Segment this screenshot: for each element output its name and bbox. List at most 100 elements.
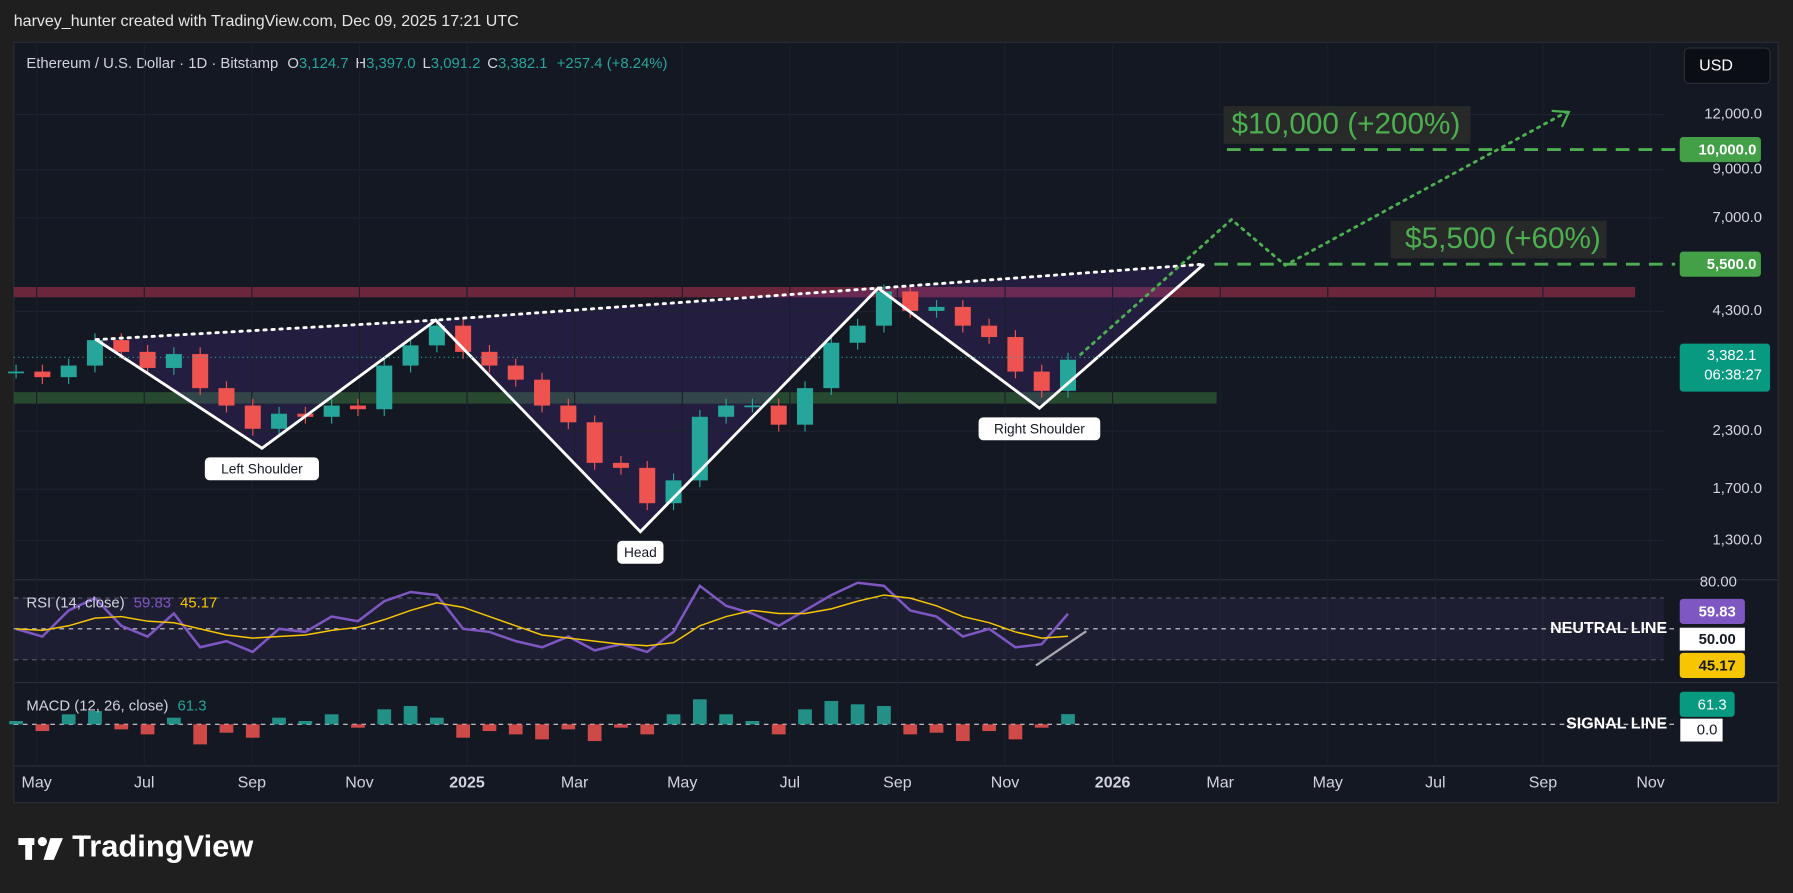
macd-bar bbox=[35, 724, 50, 732]
macd-value: 61.3 bbox=[178, 699, 207, 715]
candle bbox=[244, 405, 261, 429]
macd-bar bbox=[1034, 724, 1049, 728]
change: +257.4 (+8.24%) bbox=[557, 56, 668, 72]
candle bbox=[560, 405, 577, 423]
x-tick-label: Nov bbox=[1636, 774, 1664, 791]
last-price-label: 3,382.1 bbox=[1707, 348, 1757, 364]
annotation-box bbox=[204, 457, 319, 481]
candle bbox=[323, 405, 340, 417]
macd-bar bbox=[167, 717, 181, 725]
macd-bar bbox=[824, 700, 839, 725]
x-tick-label: May bbox=[1313, 774, 1343, 791]
rsi-line bbox=[15, 581, 1069, 654]
x-tick-label: Jul bbox=[780, 774, 800, 791]
neutral-tag-label: 50.00 bbox=[1699, 632, 1736, 648]
macd-bar bbox=[114, 724, 129, 730]
macd-bar bbox=[219, 724, 234, 733]
neutral-text: NEUTRAL LINE bbox=[1550, 620, 1667, 637]
x-tick-label: 2026 bbox=[1095, 774, 1131, 791]
rsi-value: 45.17 bbox=[180, 596, 217, 612]
rsi-title: RSI (14, close) bbox=[26, 596, 124, 612]
x-tick-label: Jul bbox=[134, 774, 154, 791]
macd-bar bbox=[193, 724, 208, 745]
x-tick-label: Sep bbox=[883, 774, 912, 791]
price-tag-label: 10,000.0 bbox=[1698, 143, 1756, 159]
macd-bar bbox=[9, 721, 23, 725]
candle bbox=[823, 342, 840, 389]
annotation: Left Shoulder bbox=[221, 462, 303, 477]
macd-bar bbox=[508, 724, 523, 735]
macd-bar bbox=[429, 717, 444, 725]
macd-bar bbox=[403, 705, 418, 725]
currency-button[interactable] bbox=[1683, 47, 1771, 85]
macd-bar bbox=[272, 717, 286, 725]
macd-bar bbox=[1061, 714, 1075, 725]
candle bbox=[639, 467, 656, 504]
candle bbox=[928, 306, 945, 311]
candle bbox=[218, 388, 235, 406]
currency-label[interactable]: USD bbox=[1699, 58, 1733, 75]
macd-bar bbox=[140, 724, 155, 735]
x-tick-label: 2025 bbox=[449, 774, 485, 791]
candle bbox=[902, 291, 919, 311]
candle bbox=[744, 405, 761, 408]
rsi-tag bbox=[1679, 652, 1745, 679]
candle bbox=[507, 365, 524, 380]
macd-bar bbox=[377, 709, 392, 725]
ohlc-key: O bbox=[287, 56, 299, 72]
signal-text: SIGNAL LINE bbox=[1566, 716, 1667, 733]
macd-bar bbox=[745, 721, 760, 725]
candle bbox=[1033, 371, 1050, 391]
ohlc-key: H bbox=[355, 56, 366, 72]
macd-bar bbox=[877, 705, 891, 725]
rsi-trendline bbox=[1035, 630, 1087, 667]
annotation: Head bbox=[624, 545, 657, 560]
candle bbox=[770, 405, 787, 425]
candle bbox=[1060, 359, 1077, 391]
x-tick-label: Nov bbox=[991, 774, 1019, 791]
macd-title: MACD (12, 26, close) bbox=[26, 699, 168, 715]
candle bbox=[1007, 337, 1024, 372]
candle bbox=[8, 371, 25, 374]
macd-legend: MACD (12, 26, close) 61.3 bbox=[26, 699, 206, 715]
candle bbox=[428, 325, 445, 346]
macd-bar bbox=[614, 724, 628, 728]
candle bbox=[875, 291, 892, 326]
x-tick-label: Jul bbox=[1425, 774, 1445, 791]
brand: TradingView bbox=[72, 829, 254, 864]
candle bbox=[271, 413, 288, 429]
candle bbox=[34, 371, 51, 378]
candle bbox=[165, 354, 182, 368]
macd-bar bbox=[850, 704, 865, 725]
attribution: harvey_hunter created with TradingView.c… bbox=[14, 13, 519, 30]
x-tick-label: May bbox=[22, 774, 52, 791]
candle bbox=[86, 340, 103, 366]
macd-bar bbox=[955, 724, 970, 742]
price-tag-label: 5,500.0 bbox=[1707, 257, 1757, 273]
x-tick-label: Mar bbox=[561, 774, 589, 791]
candle bbox=[402, 345, 419, 366]
last-price-tag bbox=[1679, 343, 1771, 392]
ohlc-value: 3,124.7 bbox=[299, 56, 349, 72]
macd-bar bbox=[666, 714, 681, 725]
target-text: $10,000 (+200%) bbox=[1232, 107, 1461, 140]
zero-tag-label: 0.0 bbox=[1697, 723, 1718, 739]
candle bbox=[192, 354, 209, 389]
x-tick-label: Sep bbox=[1529, 774, 1558, 791]
candle bbox=[612, 462, 629, 468]
legend: Ethereum / U.S. Dollar · 1D · Bitstamp O3… bbox=[26, 56, 667, 72]
macd-bar bbox=[640, 724, 655, 735]
y-tick-label: 80.00 bbox=[1700, 575, 1737, 591]
zero-tag bbox=[1679, 717, 1724, 743]
pattern-line bbox=[95, 263, 1206, 534]
ohlc-value: 3,091.2 bbox=[431, 56, 481, 72]
ohlc-value: 3,397.0 bbox=[366, 56, 416, 72]
macd-bar bbox=[324, 714, 339, 725]
candles bbox=[8, 284, 1077, 511]
macd-bar bbox=[692, 699, 707, 725]
rsi-tag bbox=[1679, 598, 1745, 625]
chart-panel bbox=[13, 41, 1779, 804]
rsi-legend: RSI (14, close) 59.83 45.17 bbox=[26, 596, 217, 612]
